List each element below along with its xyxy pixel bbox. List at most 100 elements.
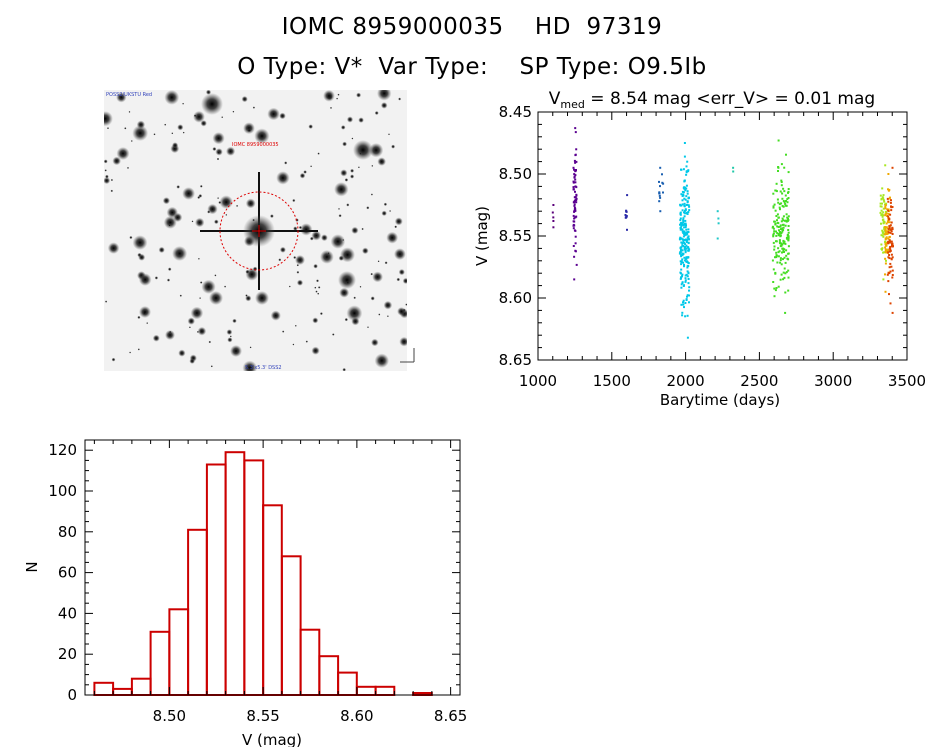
background-star bbox=[346, 305, 363, 322]
data-point bbox=[685, 184, 688, 187]
background-star bbox=[217, 150, 221, 155]
data-point bbox=[680, 221, 683, 224]
data-point bbox=[887, 271, 890, 274]
data-point bbox=[782, 240, 785, 243]
data-point bbox=[681, 190, 684, 193]
data-point bbox=[683, 233, 686, 235]
data-point bbox=[778, 233, 781, 236]
data-point bbox=[679, 260, 682, 263]
data-point bbox=[881, 213, 884, 216]
data-point bbox=[777, 166, 780, 168]
data-point bbox=[661, 181, 664, 184]
data-point bbox=[775, 251, 778, 254]
background-star bbox=[270, 214, 274, 219]
background-star bbox=[110, 178, 114, 182]
data-point bbox=[682, 186, 685, 189]
data-point bbox=[884, 203, 886, 206]
data-point bbox=[681, 275, 683, 278]
data-point bbox=[785, 237, 788, 240]
data-point bbox=[686, 275, 689, 278]
data-point bbox=[880, 222, 882, 225]
data-point bbox=[552, 216, 555, 219]
data-point bbox=[891, 242, 894, 245]
data-point bbox=[779, 208, 781, 211]
background-star bbox=[249, 346, 252, 349]
data-point bbox=[686, 336, 689, 339]
histogram-bar bbox=[149, 630, 171, 696]
background-star bbox=[371, 164, 374, 167]
data-point bbox=[682, 194, 685, 197]
light-curve-frame bbox=[537, 111, 908, 361]
data-point bbox=[885, 241, 888, 244]
data-point bbox=[679, 228, 682, 231]
background-star bbox=[104, 111, 113, 127]
data-point bbox=[888, 225, 891, 228]
background-star bbox=[110, 189, 114, 193]
data-point bbox=[775, 234, 778, 237]
data-point bbox=[777, 166, 780, 169]
data-point bbox=[686, 232, 689, 235]
data-point bbox=[687, 271, 690, 274]
data-point bbox=[682, 224, 685, 226]
data-point bbox=[782, 271, 785, 274]
background-star bbox=[399, 309, 407, 319]
bright-star bbox=[230, 345, 242, 357]
background-star bbox=[396, 277, 401, 282]
data-point bbox=[782, 258, 784, 261]
data-point bbox=[685, 247, 688, 250]
data-point bbox=[572, 181, 575, 184]
data-point bbox=[787, 289, 790, 292]
data-point bbox=[574, 170, 577, 172]
data-point bbox=[685, 239, 688, 242]
data-point bbox=[572, 180, 575, 183]
data-point bbox=[573, 175, 576, 178]
data-point bbox=[778, 250, 781, 253]
data-point bbox=[885, 250, 888, 253]
data-point bbox=[684, 232, 687, 235]
data-point bbox=[884, 290, 887, 293]
data-point bbox=[891, 311, 894, 314]
histogram-bar bbox=[168, 608, 190, 696]
data-point bbox=[573, 208, 576, 211]
histogram-xlabel: V (mag) bbox=[242, 731, 302, 747]
data-point bbox=[552, 220, 555, 222]
background-star bbox=[377, 260, 380, 263]
data-point bbox=[681, 258, 684, 261]
data-point bbox=[685, 244, 688, 247]
background-star bbox=[214, 219, 219, 225]
background-star bbox=[168, 224, 171, 227]
data-point bbox=[573, 196, 576, 199]
background-star bbox=[167, 267, 172, 272]
data-point bbox=[574, 178, 577, 181]
data-point bbox=[890, 205, 892, 208]
background-star bbox=[405, 303, 407, 306]
bright-star bbox=[165, 330, 175, 340]
background-star bbox=[284, 161, 288, 165]
data-point bbox=[778, 241, 781, 244]
background-star bbox=[152, 334, 160, 342]
background-star bbox=[137, 315, 141, 319]
data-point bbox=[783, 276, 786, 279]
data-point bbox=[778, 229, 780, 232]
data-point bbox=[882, 220, 885, 223]
data-point bbox=[885, 243, 888, 246]
background-star bbox=[361, 227, 364, 231]
data-point bbox=[684, 209, 686, 212]
data-point bbox=[685, 256, 688, 259]
data-point bbox=[888, 239, 891, 242]
data-point bbox=[680, 268, 683, 271]
histogram-bar bbox=[112, 687, 133, 697]
data-point bbox=[889, 224, 892, 227]
data-point bbox=[681, 203, 684, 206]
data-point bbox=[575, 194, 578, 197]
background-star bbox=[311, 230, 322, 241]
data-point bbox=[687, 170, 690, 173]
data-point bbox=[680, 246, 683, 249]
data-point bbox=[891, 269, 894, 272]
data-point bbox=[717, 217, 720, 220]
data-point bbox=[879, 205, 882, 208]
data-point bbox=[682, 235, 685, 238]
data-point bbox=[687, 248, 690, 251]
background-star bbox=[171, 132, 174, 135]
data-point bbox=[884, 273, 886, 276]
